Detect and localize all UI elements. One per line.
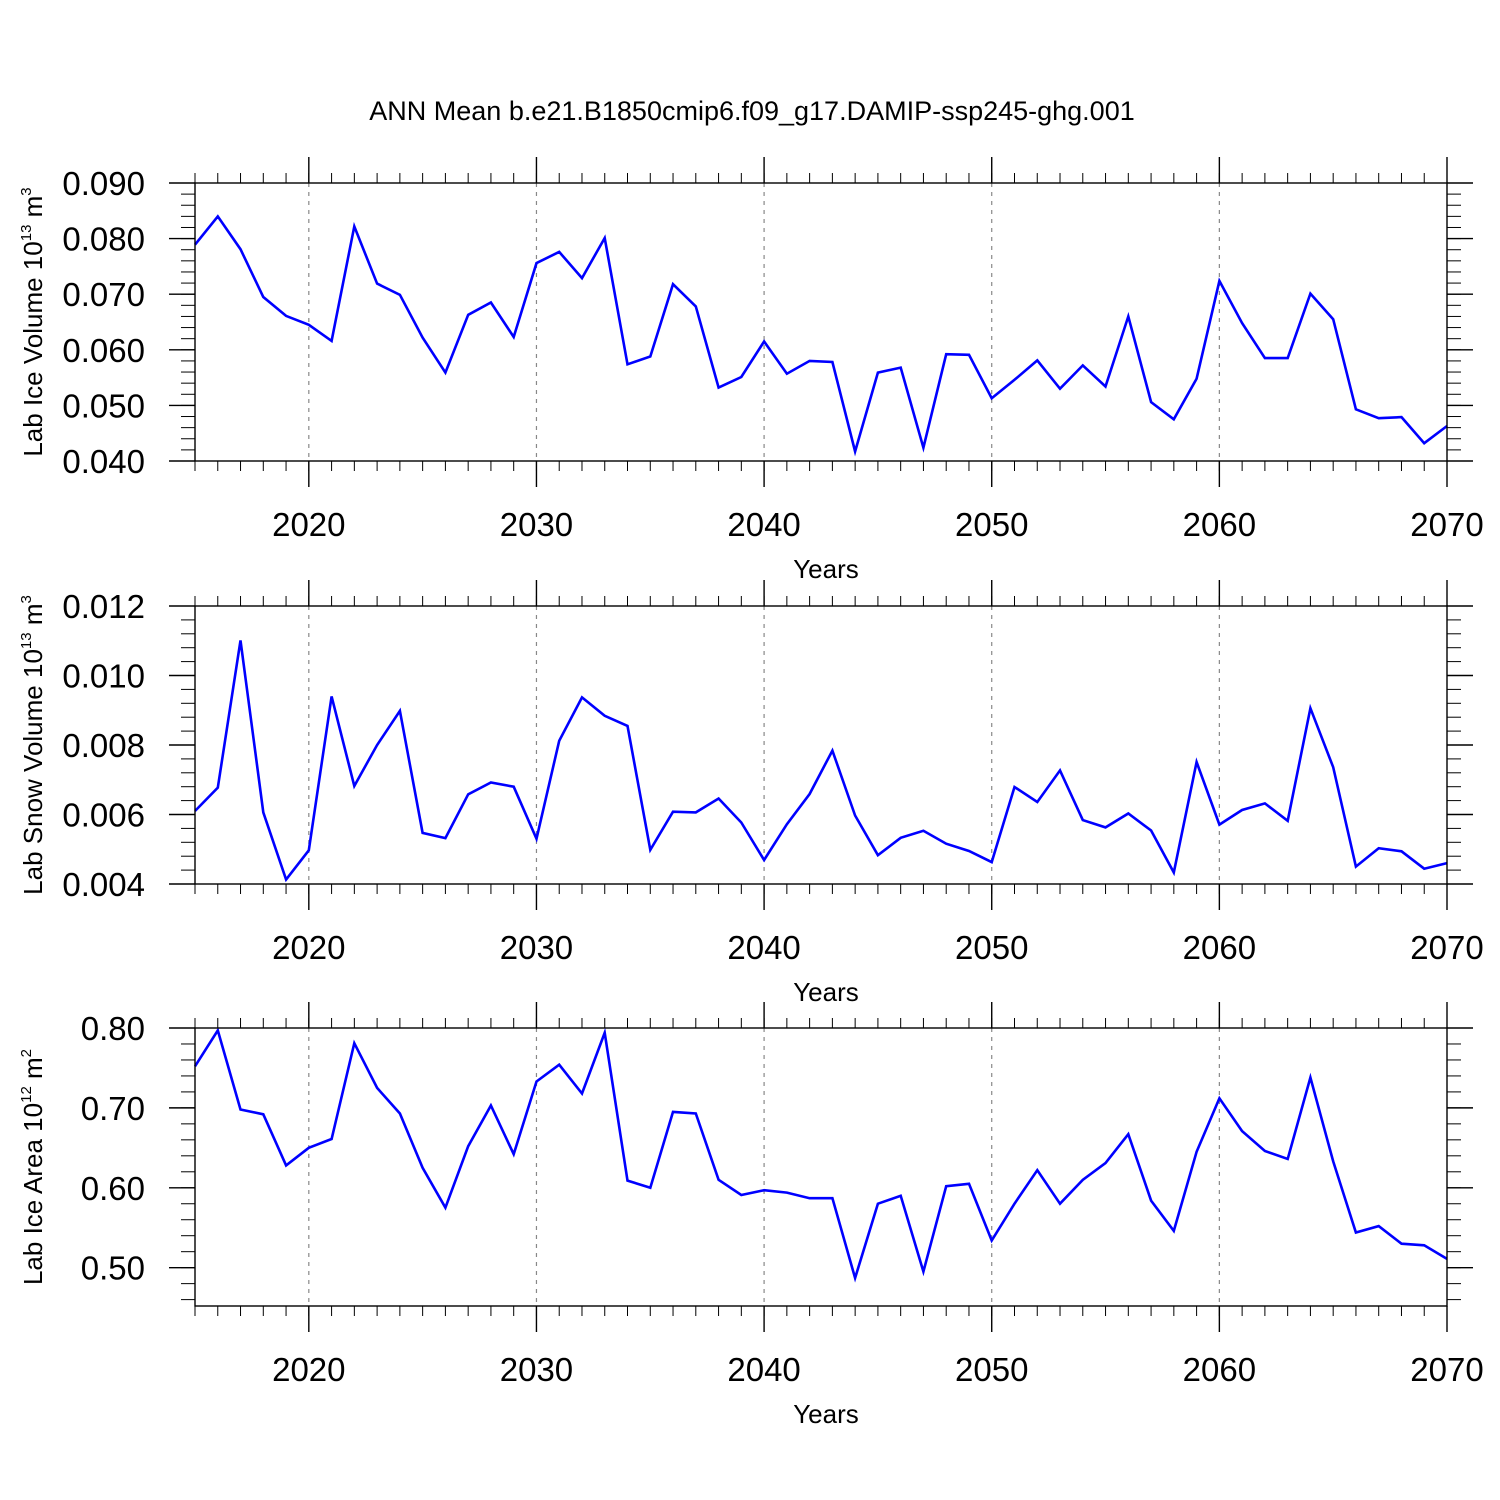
y-axis-label: Lab Snow Volume 1013 m3 (18, 595, 48, 895)
y-axis-label-part: m (18, 1057, 48, 1086)
x-tick-label: 2070 (1410, 929, 1483, 966)
x-tick-label: 2060 (1183, 929, 1256, 966)
y-axis-label: Lab Ice Area 1012 m2 (18, 1049, 48, 1285)
y-tick-label: 0.090 (62, 165, 145, 202)
panel-ice-area: 2020 2030 2040 2050 2060 2070 0.50 0.60 0.70 0.80… (18, 1002, 1484, 1429)
y-axis-label-part: 12 (18, 1086, 35, 1103)
x-tick-label: 2060 (1183, 1351, 1256, 1388)
plot-frame (194, 182, 1448, 462)
x-tick-label: 2050 (955, 929, 1028, 966)
y-tick-label: 0.80 (81, 1010, 145, 1047)
y-axis-label-part: 3 (18, 187, 35, 195)
plot-frame (194, 605, 1448, 885)
y-axis-label-part: 10 (18, 649, 48, 678)
y-axis-label-part: 10 (18, 241, 48, 270)
y-axis-label: Lab Ice Volume 1013 m3 (18, 187, 48, 456)
x-tick-label: 2070 (1410, 1351, 1483, 1388)
y-axis-label-part: 2 (18, 1049, 35, 1057)
series-line (194, 640, 1448, 883)
y-axis-label-part: Lab Ice Volume (18, 270, 48, 456)
y-axis-label-part: m (18, 196, 48, 225)
x-tick-label: 2020 (272, 1351, 345, 1388)
x-axis-label: Years (793, 977, 859, 1007)
y-tick-label: 0.080 (62, 221, 145, 258)
y-tick-label: 0.050 (62, 387, 145, 424)
x-tick-label: 2030 (500, 1351, 573, 1388)
y-tick-label: 0.006 (62, 797, 145, 834)
series-line (193, 1027, 1448, 1283)
y-tick-label: 0.50 (81, 1250, 145, 1287)
x-tick-label: 2030 (500, 929, 573, 966)
x-tick-label: 2050 (955, 506, 1028, 543)
y-axis-label-part: Lab Snow Volume (18, 678, 48, 895)
y-tick-label: 0.012 (62, 588, 145, 625)
x-tick-label: 2030 (500, 506, 573, 543)
y-tick-label: 0.040 (62, 443, 145, 480)
x-tick-label: 2060 (1183, 506, 1256, 543)
y-axis-label-part: 13 (18, 632, 35, 649)
x-tick-label: 2070 (1410, 506, 1483, 543)
x-tick-label: 2020 (272, 506, 345, 543)
panel-ice-volume: 2020 2030 2040 2050 2060 2070 0.040 0.050 0.060 0… (18, 157, 1484, 584)
x-tick-label: 2040 (727, 506, 800, 543)
x-tick-label: 2040 (727, 1351, 800, 1388)
y-tick-label: 0.060 (62, 332, 145, 369)
y-tick-label: 0.008 (62, 727, 145, 764)
figure-title: ANN Mean b.e21.B1850cmip6.f09_g17.DAMIP-… (369, 96, 1134, 126)
y-tick-label: 0.004 (62, 866, 145, 903)
x-axis-label: Years (793, 1399, 859, 1429)
x-tick-label: 2020 (272, 929, 345, 966)
x-tick-label: 2040 (727, 929, 800, 966)
y-tick-label: 0.60 (81, 1170, 145, 1207)
x-axis-label: Years (793, 554, 859, 584)
y-axis-label-part: 10 (18, 1103, 48, 1132)
y-axis-label-part: Lab Ice Area (18, 1132, 48, 1285)
y-axis-label-part: 13 (18, 225, 35, 242)
y-axis-label-part: 3 (18, 595, 35, 603)
y-tick-label: 0.070 (62, 276, 145, 313)
series-line (193, 214, 1448, 457)
y-tick-label: 0.70 (81, 1090, 145, 1127)
y-tick-label: 0.010 (62, 658, 145, 695)
y-axis-label-part: m (18, 604, 48, 633)
panel-snow-volume: 2020 2030 2040 2050 2060 2070 0.004 0.006 0.008 0… (18, 580, 1484, 1007)
plot-frame (194, 1027, 1448, 1307)
x-tick-label: 2050 (955, 1351, 1028, 1388)
